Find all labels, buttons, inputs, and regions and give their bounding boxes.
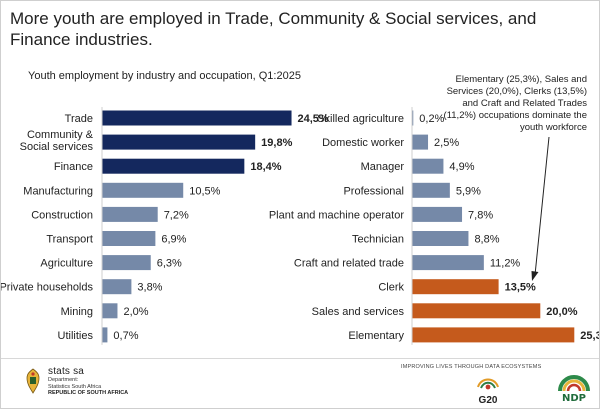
industry-value-label: 24,5% <box>298 113 329 125</box>
occupation-bar <box>412 279 499 295</box>
occupation-value-label: 4,9% <box>449 161 474 173</box>
occupation-bar <box>412 110 414 126</box>
occupation-value-label: 8,8% <box>474 234 499 246</box>
ndp-label: NDP <box>562 393 586 404</box>
industry-bar <box>102 303 118 319</box>
occupation-value-label: 2,5% <box>434 137 459 149</box>
occupation-bar <box>412 327 575 343</box>
industry-bar <box>102 134 256 150</box>
industry-bar <box>102 255 151 271</box>
industry-category-label: Community & Social services <box>20 129 94 153</box>
occupation-bar <box>412 158 444 174</box>
occupation-category-label: Sales and services <box>312 306 405 318</box>
ndp-logo: NDP <box>558 375 590 404</box>
industry-bar <box>102 110 292 126</box>
footer-tagline: IMPROVING LIVES THROUGH DATA ECOSYSTEMS <box>401 364 542 370</box>
industry-category-label: Agriculture <box>40 258 93 270</box>
occupation-category-label: Technician <box>352 234 404 246</box>
occupation-value-label: 20,0% <box>546 306 577 318</box>
industry-value-label: 3,8% <box>137 282 162 294</box>
g20-label: G20 <box>478 395 498 406</box>
chart-subtitle: Youth employment by industry and occupat… <box>28 70 301 82</box>
occupation-category-label: Plant and machine operator <box>269 209 404 221</box>
occupation-value-label: 25,3% <box>580 330 599 342</box>
industry-category-label: Manufacturing <box>23 185 93 197</box>
coat-of-arms-icon <box>26 368 40 394</box>
industry-value-label: 19,8% <box>261 137 292 149</box>
occupation-bar <box>412 206 463 222</box>
industry-category-label: Utilities <box>58 330 94 342</box>
industry-category-label: Trade <box>65 113 93 125</box>
industry-value-label: 6,3% <box>157 258 182 270</box>
occupation-bar-chart: Skilled agriculture 0,2% Domestic worker 2,… <box>269 107 599 345</box>
annotation-arrow <box>534 136 550 276</box>
occupation-value-label: 13,5% <box>505 282 536 294</box>
occupation-bar <box>412 231 469 246</box>
industry-category-label: Mining <box>61 306 93 318</box>
occupation-value-label: 11,2% <box>490 258 521 270</box>
industry-category-label: Finance <box>54 161 93 173</box>
industry-category-label: Construction <box>31 209 93 221</box>
industry-bar <box>102 279 132 295</box>
brand-department: Department: <box>48 377 79 383</box>
occupation-category-label: Clerk <box>378 282 404 294</box>
bar-charts: Trade 24,5% Community & Social services 19,8… <box>1 107 599 345</box>
industry-value-label: 7,2% <box>164 209 189 221</box>
industry-bar <box>102 231 156 246</box>
stats-sa-logo: stats sa Department: Statistics South Af… <box>48 366 128 396</box>
occupation-category-label: Manager <box>361 161 405 173</box>
industry-value-label: 2,0% <box>123 306 148 318</box>
occupation-category-label: Skilled agriculture <box>317 113 404 125</box>
industry-value-label: 18,4% <box>250 161 281 173</box>
brand-name: stats sa <box>48 366 85 377</box>
industry-bar <box>102 327 108 343</box>
annotation-arrow-head <box>531 271 539 281</box>
brand-department-name: Statistics South Africa <box>48 383 102 390</box>
occupation-value-label: 5,9% <box>456 185 481 197</box>
occupation-category-label: Craft and related trade <box>294 258 404 270</box>
occupation-bar <box>412 134 429 150</box>
occupation-bar <box>412 182 450 198</box>
industry-value-label: 6,9% <box>161 234 186 246</box>
occupation-value-label: 7,8% <box>468 209 493 221</box>
industry-value-label: 10,5% <box>189 185 220 197</box>
industry-value-label: 0,7% <box>113 330 138 342</box>
occupation-category-label: Elementary <box>348 330 404 342</box>
brand-country: REPUBLIC OF SOUTH AFRICA <box>48 390 129 396</box>
occupation-category-label: Domestic worker <box>322 137 404 149</box>
page-title: More youth are employed in Trade, Commun… <box>10 9 537 49</box>
footer-divider <box>1 358 599 359</box>
occupation-annotation: Elementary (25,3%), Sales and Services (… <box>443 74 587 133</box>
industry-category-label: Private households <box>1 282 93 294</box>
industry-bar-chart: Trade 24,5% Community & Social services 19,8… <box>1 107 329 345</box>
occupation-value-label: 0,2% <box>419 113 444 125</box>
occupation-bar <box>412 303 541 319</box>
occupation-category-label: Professional <box>343 185 404 197</box>
occupation-bar <box>412 255 484 271</box>
industry-category-label: Transport <box>46 234 93 246</box>
industry-bar <box>102 158 245 174</box>
industry-bar <box>102 182 184 198</box>
g20-emblem-icon <box>477 378 499 390</box>
industry-bar <box>102 206 158 222</box>
g20-logo: G20 <box>475 373 501 406</box>
